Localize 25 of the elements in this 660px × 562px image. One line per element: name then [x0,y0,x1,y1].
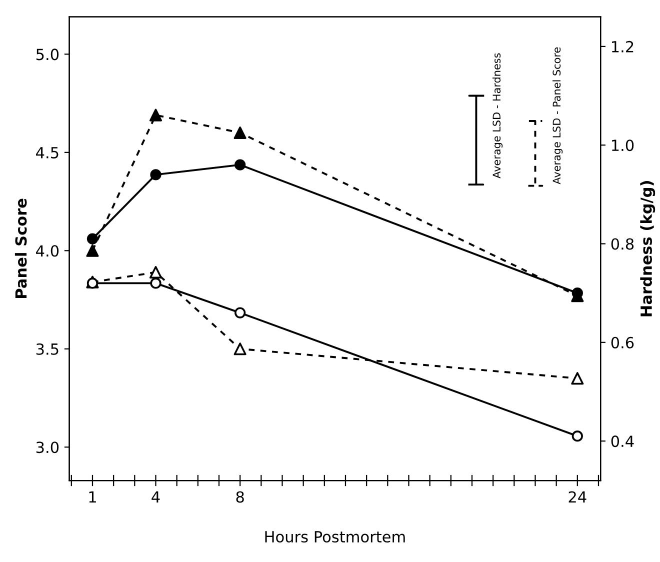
y2-tick-label: 0.6 [611,336,634,348]
y-tick-label: 3.0 [36,442,59,454]
point [149,266,162,279]
x-tick-label: 1 [89,491,96,503]
y2-axis-title: Hardness (kg/g) [640,181,656,316]
point [571,372,584,385]
y2-tick-label: 0.4 [611,436,634,448]
y-tick-label: 5.0 [36,48,59,60]
x-tick-label: 24 [568,491,586,503]
annotation: Average LSD - Panel Score [552,47,563,184]
point [86,244,99,257]
annotation: Average LSD - Hardness [492,53,503,178]
y-tick-label: 4.0 [36,245,59,257]
y-axis-title: Panel Score [14,198,27,298]
x-axis-title: Hours Postmortem [265,531,405,543]
y2-tick-label: 1.2 [612,40,634,52]
x-tick-label: 8 [236,491,244,503]
x-tick-label: 4 [152,491,160,503]
point [149,108,162,122]
y-tick-label: 3.5 [36,343,58,355]
y2-tick-label: 0.8 [611,238,634,250]
point [234,342,246,356]
y2-tick-label: 1.0 [612,140,634,152]
y-tick-label: 4.5 [36,147,58,158]
point [234,126,246,140]
